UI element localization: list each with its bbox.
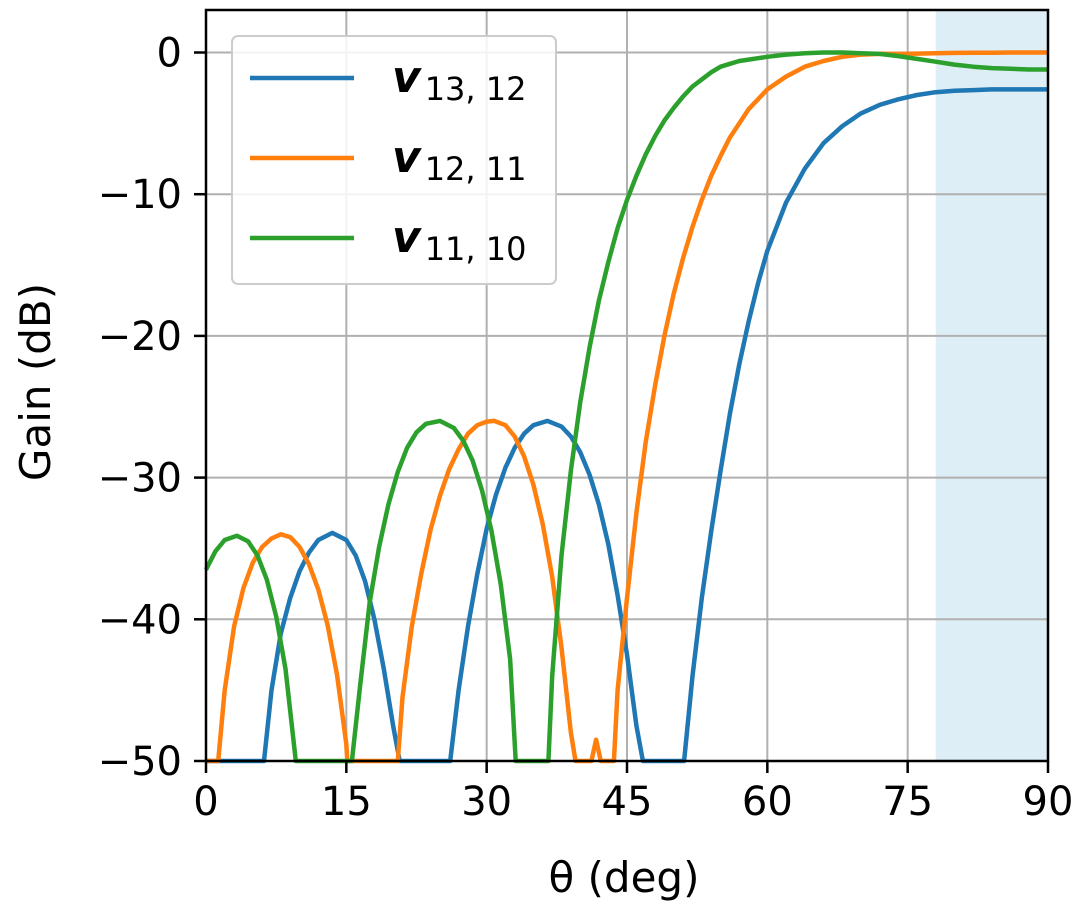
shaded-region bbox=[935, 10, 1048, 761]
x-tick-label: 75 bbox=[882, 779, 933, 825]
series-line-1 bbox=[206, 87, 1048, 764]
legend: v 13, 12 v 12, 11 v 11, 10 bbox=[231, 35, 557, 285]
y-tick-label: −50 bbox=[98, 739, 182, 785]
legend-entry-label: v 12, 11 bbox=[392, 132, 526, 188]
y-axis-label: Gain (dB) bbox=[11, 283, 60, 481]
legend-entry-label: v 13, 12 bbox=[392, 52, 526, 108]
x-tick-label: 60 bbox=[742, 779, 793, 825]
y-tick-label: −40 bbox=[98, 597, 182, 643]
x-tick-label: 45 bbox=[602, 779, 653, 825]
tick-layer: 0 15 30 45 60 75 90 0 −10 −20 −30 −40 −50 bbox=[98, 31, 1074, 825]
series-line-3 bbox=[203, 50, 1048, 764]
legend-entry-label: v 11, 10 bbox=[392, 212, 526, 268]
x-tick-label: 0 bbox=[193, 779, 218, 825]
legend-box bbox=[231, 35, 557, 285]
x-tick-label: 15 bbox=[321, 779, 372, 825]
series-layer bbox=[203, 50, 1048, 764]
y-tick-label: −30 bbox=[98, 456, 182, 502]
x-tick-label: 30 bbox=[461, 779, 512, 825]
x-tick-label: 90 bbox=[1023, 779, 1074, 825]
y-tick-label: 0 bbox=[157, 31, 182, 77]
shaded-region-layer bbox=[935, 10, 1048, 761]
y-tick-label: −20 bbox=[98, 314, 182, 360]
series-line-2 bbox=[206, 50, 1048, 764]
y-tick-label: −10 bbox=[98, 172, 182, 218]
x-axis-label: θ (deg) bbox=[549, 853, 700, 902]
